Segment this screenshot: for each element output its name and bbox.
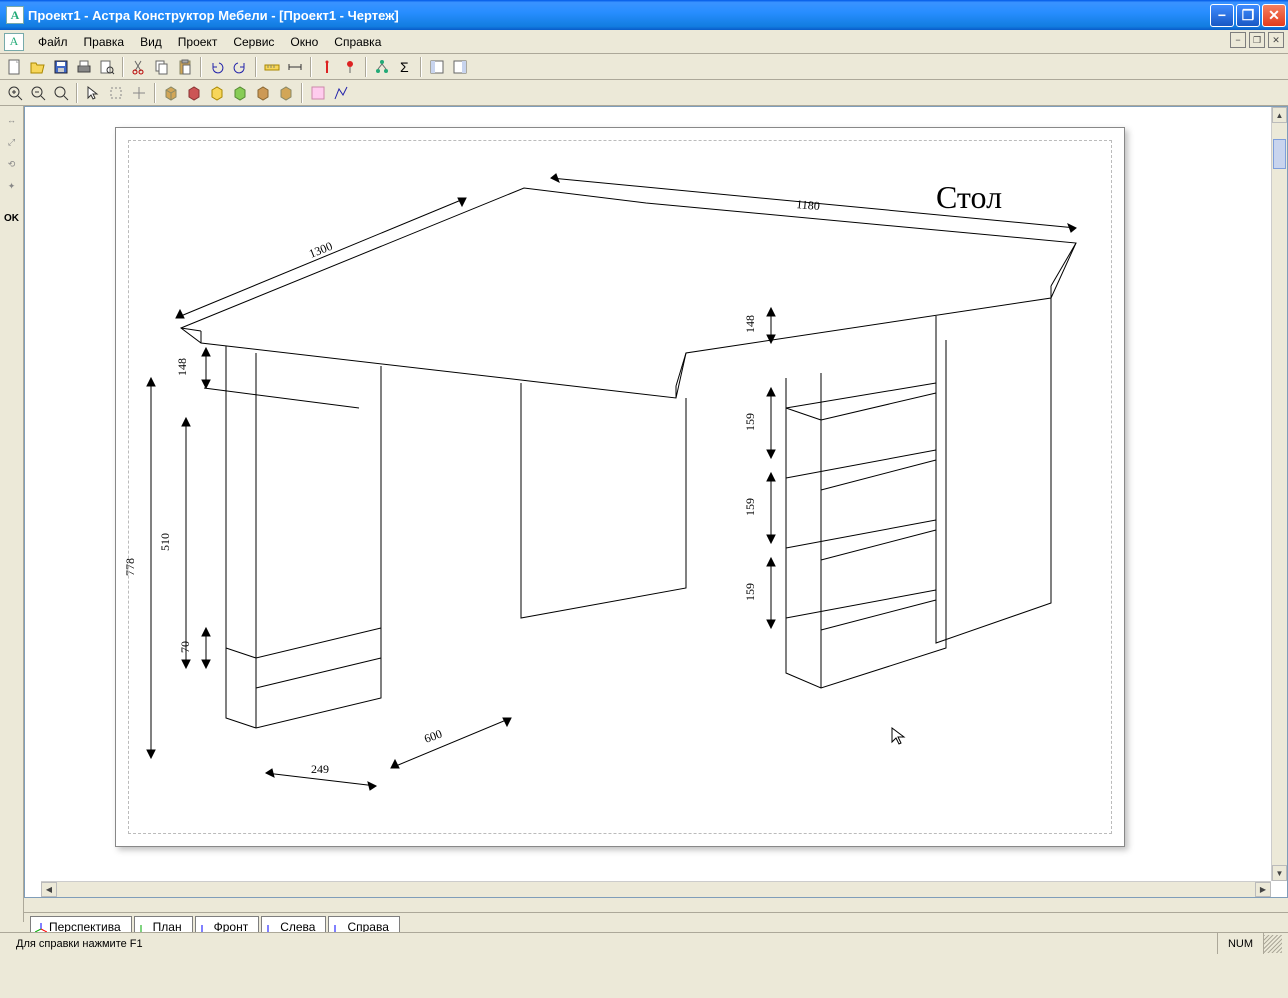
pin-button[interactable] [339, 56, 361, 78]
app-logo-icon: A [4, 33, 24, 51]
resize-grip-icon[interactable] [1264, 935, 1282, 953]
zoomout-button[interactable] [27, 82, 49, 104]
cut-button[interactable] [128, 56, 150, 78]
mode2-button[interactable] [330, 82, 352, 104]
menu-project[interactable]: Проект [170, 32, 226, 52]
box1-button[interactable] [160, 82, 182, 104]
paste-button[interactable] [174, 56, 196, 78]
vertical-scrollbar[interactable]: ▲ ▼ [1271, 107, 1287, 881]
zoomfit-button[interactable] [50, 82, 72, 104]
menu-edit[interactable]: Правка [76, 32, 133, 52]
box3-button[interactable] [206, 82, 228, 104]
copy-button[interactable] [151, 56, 173, 78]
drawing-canvas[interactable]: Стол 1300 1180 148 148 159 159 159 778 5… [25, 107, 1271, 881]
drawing-area: Стол 1300 1180 148 148 159 159 159 778 5… [24, 106, 1288, 898]
menu-file[interactable]: Файл [30, 32, 76, 52]
menu-bar: A Файл Правка Вид Проект Сервис Окно Спр… [0, 30, 1288, 54]
doc-restore-button[interactable]: ❐ [1249, 32, 1265, 48]
menu-service[interactable]: Сервис [225, 32, 282, 52]
side-toolbar: ↔ ⤢ ⟲ ✦ OK [0, 106, 24, 922]
save-button[interactable] [50, 56, 72, 78]
menu-help[interactable]: Справка [326, 32, 389, 52]
sidetool-1[interactable]: ↔ [2, 110, 22, 130]
menu-window[interactable]: Окно [282, 32, 326, 52]
sidetool-2[interactable]: ⤢ [2, 132, 22, 152]
drawing-page: Стол 1300 1180 148 148 159 159 159 778 5… [115, 127, 1125, 847]
menu-view[interactable]: Вид [132, 32, 170, 52]
sigma-button[interactable]: Σ [394, 56, 416, 78]
scroll-right-icon[interactable]: ▶ [1255, 882, 1271, 897]
scroll-left-icon[interactable]: ◀ [41, 882, 57, 897]
sidetool-ok[interactable]: OK [2, 208, 22, 228]
snap1-button[interactable] [105, 82, 127, 104]
zoomin-button[interactable] [4, 82, 26, 104]
select-button[interactable] [82, 82, 104, 104]
undo-button[interactable] [206, 56, 228, 78]
print-button[interactable] [73, 56, 95, 78]
box6-button[interactable] [275, 82, 297, 104]
scroll-up-icon[interactable]: ▲ [1272, 107, 1287, 123]
new-button[interactable] [4, 56, 26, 78]
ruler-button[interactable] [261, 56, 283, 78]
box2-button[interactable] [183, 82, 205, 104]
toolbar-view [0, 80, 1288, 106]
mouse-cursor-icon [891, 727, 907, 747]
open-button[interactable] [27, 56, 49, 78]
snap2-button[interactable] [128, 82, 150, 104]
sidetool-4[interactable]: ✦ [2, 176, 22, 196]
window-titlebar: A Проект1 - Астра Конструктор Мебели - [… [0, 0, 1288, 30]
toolbar-main: Σ [0, 54, 1288, 80]
sidetool-3[interactable]: ⟲ [2, 154, 22, 174]
status-num: NUM [1218, 933, 1264, 954]
doc-close-button[interactable]: ✕ [1268, 32, 1284, 48]
dim-button[interactable] [284, 56, 306, 78]
preview-button[interactable] [96, 56, 118, 78]
panel1-button[interactable] [426, 56, 448, 78]
window-title: Проект1 - Астра Конструктор Мебели - [Пр… [28, 8, 399, 23]
mode1-button[interactable] [307, 82, 329, 104]
status-bar: Для справки нажмите F1 NUM [0, 932, 1288, 954]
redo-button[interactable] [229, 56, 251, 78]
maximize-button[interactable]: ❐ [1236, 4, 1260, 27]
panel2-button[interactable] [449, 56, 471, 78]
horizontal-scrollbar[interactable]: ◀ ▶ [41, 881, 1271, 897]
scroll-down-icon[interactable]: ▼ [1272, 865, 1287, 881]
tree-button[interactable] [371, 56, 393, 78]
status-help: Для справки нажмите F1 [6, 933, 1218, 954]
box5-button[interactable] [252, 82, 274, 104]
minimize-button[interactable]: − [1210, 4, 1234, 27]
info-button[interactable] [316, 56, 338, 78]
doc-minimize-button[interactable]: − [1230, 32, 1246, 48]
app-icon: A [6, 6, 24, 24]
close-button[interactable]: ✕ [1262, 4, 1286, 27]
box4-button[interactable] [229, 82, 251, 104]
svg-text:Σ: Σ [400, 59, 409, 75]
